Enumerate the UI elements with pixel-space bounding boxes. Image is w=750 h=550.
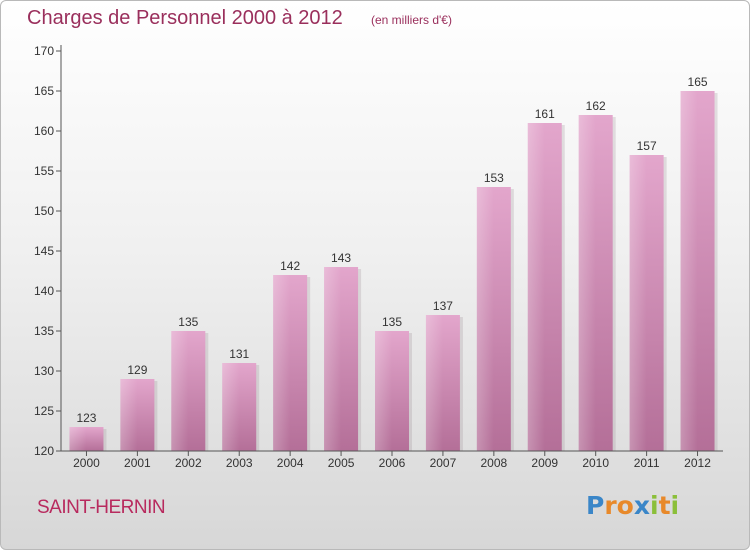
x-tick-label: 2011 xyxy=(634,456,660,470)
bar-highlight xyxy=(578,115,596,451)
x-tick-label: 2003 xyxy=(226,456,253,470)
logo-letter: x xyxy=(633,491,650,520)
logo-letter: P xyxy=(586,491,605,520)
bar-value-label: 157 xyxy=(637,139,657,153)
bar-highlight xyxy=(273,275,291,451)
x-tick-label: 2000 xyxy=(73,456,100,470)
x-tick-label: 2010 xyxy=(582,456,609,470)
y-tick-label: 155 xyxy=(34,164,54,178)
x-tick-label: 2005 xyxy=(328,456,355,470)
bar-highlight xyxy=(324,267,342,451)
y-tick-label: 145 xyxy=(34,244,54,258)
x-tick-label: 2008 xyxy=(480,456,507,470)
bar-value-label: 162 xyxy=(586,99,606,113)
bar-highlight xyxy=(222,363,240,451)
logo-letter: i xyxy=(650,491,659,520)
y-axis: 120 125 130 135 140 145 150 155 160 165 170 xyxy=(34,44,62,458)
y-tick-label: 170 xyxy=(34,44,54,58)
y-tick-label: 165 xyxy=(34,84,54,98)
bar-highlight xyxy=(527,123,545,451)
y-tick-label: 140 xyxy=(34,284,54,298)
bar-value-label: 131 xyxy=(229,347,249,361)
bar-value-label: 129 xyxy=(127,363,147,377)
bar-value-label: 143 xyxy=(331,251,351,265)
bar-value-label: 165 xyxy=(688,75,708,89)
y-tick-label: 125 xyxy=(34,404,54,418)
bar-value-label: 135 xyxy=(178,315,198,329)
bar-highlight xyxy=(476,187,494,451)
bar-value-label: 123 xyxy=(76,411,96,425)
bar-highlight xyxy=(425,315,443,451)
y-tick-label: 160 xyxy=(34,124,54,138)
bar-value-label: 137 xyxy=(433,299,453,313)
bar-highlight xyxy=(120,379,138,451)
x-tick-label: 2001 xyxy=(124,456,151,470)
proxiti-logo[interactable]: Proxiti xyxy=(586,491,679,520)
x-tick-label: 2006 xyxy=(379,456,406,470)
x-tick-label: 2007 xyxy=(430,456,457,470)
y-tick-label: 150 xyxy=(34,204,54,218)
logo-letter: r xyxy=(604,491,617,520)
bars: 123 129 135 131 142 143 135 137 153 161 162 157 165 xyxy=(69,75,718,451)
x-tick-label: 2004 xyxy=(277,456,304,470)
bar-highlight xyxy=(69,427,87,451)
x-tick-label: 2009 xyxy=(531,456,558,470)
bar-highlight xyxy=(171,331,189,451)
x-tick-label: 2012 xyxy=(684,456,711,470)
bar-highlight xyxy=(629,155,647,451)
logo-letter: i xyxy=(670,491,680,520)
bar-value-label: 135 xyxy=(382,315,402,329)
x-tick-label: 2002 xyxy=(175,456,202,470)
bar-value-label: 161 xyxy=(535,107,555,121)
y-tick-label: 130 xyxy=(34,364,54,378)
logo-letter: t xyxy=(658,491,671,520)
bar-highlight xyxy=(375,331,392,451)
logo-letter: o xyxy=(616,491,634,520)
chart-title: Charges de Personnel 2000 à 2012 xyxy=(27,7,343,29)
chart-subtitle: (en milliers d'€) xyxy=(371,13,452,27)
bar-highlight xyxy=(680,91,698,451)
bar-value-label: 153 xyxy=(484,171,504,185)
x-axis: 2000 2001 2002 2003 2004 2005 2006 2007 2008 2009… xyxy=(61,450,723,470)
y-tick-label: 120 xyxy=(34,444,54,458)
bar-value-label: 142 xyxy=(280,259,300,273)
y-tick-label: 135 xyxy=(34,324,54,338)
commune-name: SAINT-HERNIN xyxy=(37,497,166,518)
